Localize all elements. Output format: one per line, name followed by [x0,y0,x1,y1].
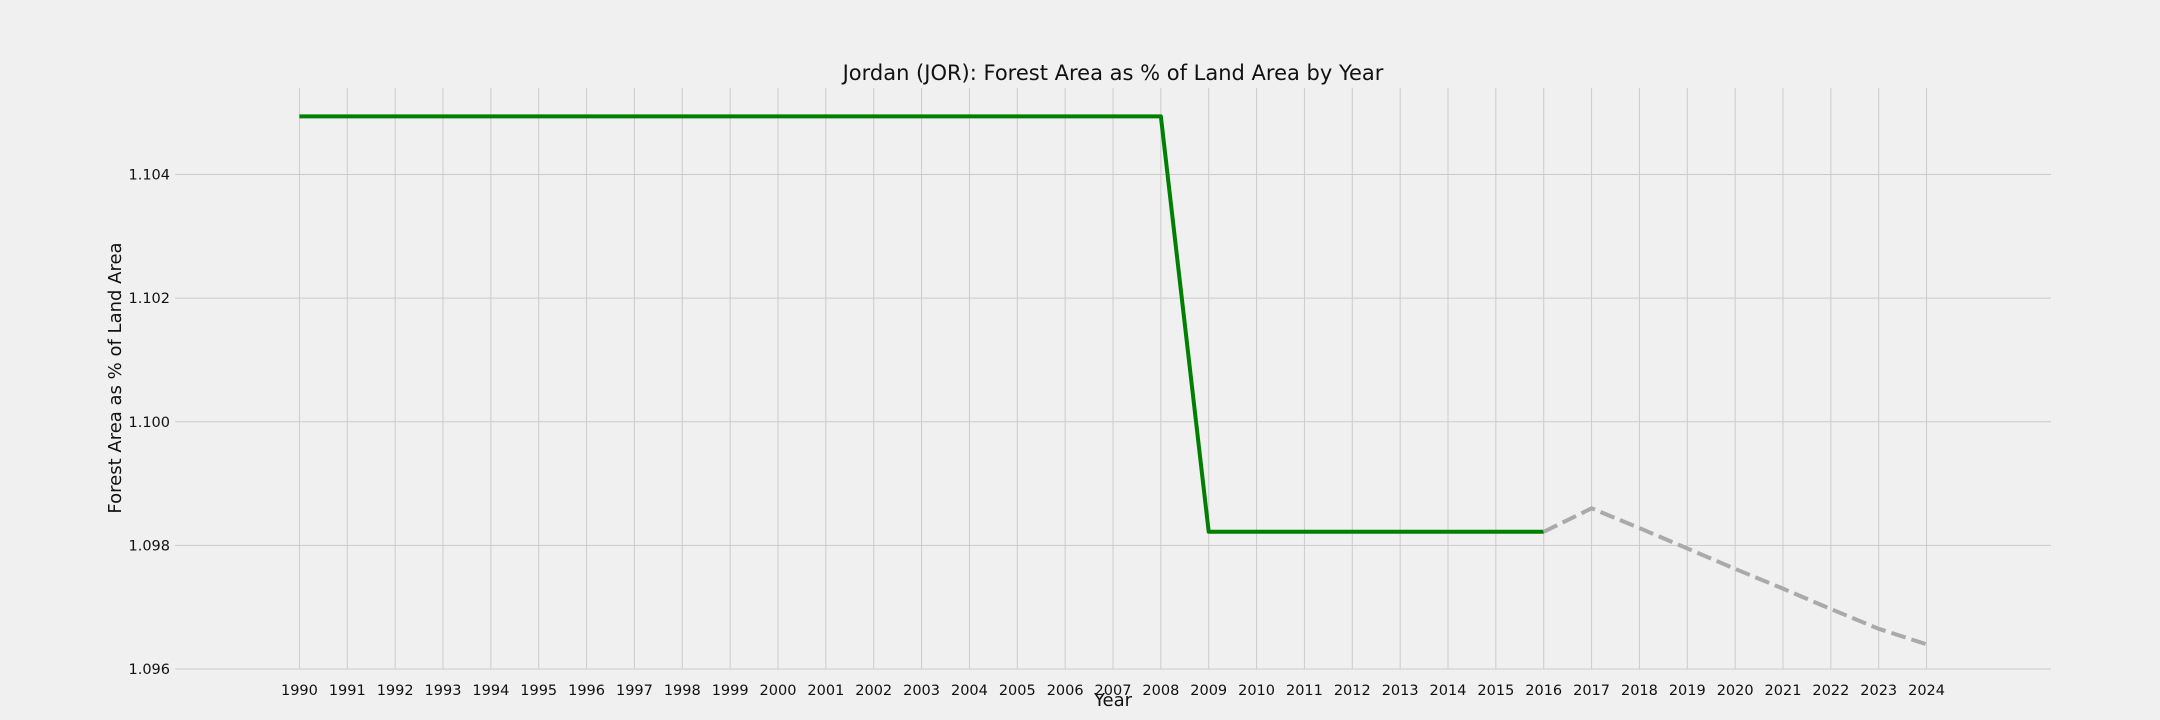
x-tick-label: 2022 [1812,683,1849,699]
x-tick-label: 1995 [520,683,557,699]
x-tick-label: 2018 [1621,683,1658,699]
y-tick-label: 1.102 [128,291,170,307]
chart-title: Jordan (JOR): Forest Area as % of Land A… [841,61,1384,85]
y-tick-label: 1.104 [128,168,170,184]
x-tick-label: 2015 [1477,683,1514,699]
x-tick-label: 2010 [1238,683,1275,699]
x-axis-label: Year [1093,690,1133,711]
x-tick-label: 1996 [568,683,605,699]
x-tick-label: 2003 [903,683,940,699]
x-tick-label: 2023 [1860,683,1897,699]
x-tick-label: 1994 [472,683,509,699]
x-tick-label: 2016 [1525,683,1562,699]
x-tick-label: 1992 [377,683,414,699]
x-tick-label: 2019 [1669,683,1706,699]
x-tick-label: 2005 [999,683,1036,699]
x-tick-label: 2017 [1573,683,1610,699]
x-tick-label: 2024 [1908,683,1945,699]
forest-area-series-line [299,114,1544,534]
x-tick-label: 2014 [1430,683,1467,699]
y-tick-label: 1.100 [128,415,170,431]
x-tick-label: 1993 [425,683,462,699]
x-tick-label: 1991 [329,683,366,699]
x-tick-label: 2012 [1334,683,1371,699]
x-tick-label: 2013 [1382,683,1419,699]
series-layer [299,114,1928,647]
x-tick-label: 2006 [1047,683,1084,699]
x-tick-label: 2000 [760,683,797,699]
x-tick-label: 2020 [1717,683,1754,699]
x-tick-label: 2002 [855,683,892,699]
x-tick-label: 2021 [1765,683,1802,699]
x-tick-label: 1998 [664,683,701,699]
x-tick-label: 2001 [807,683,844,699]
grid [175,88,2051,670]
x-tick-label: 2008 [1142,683,1179,699]
y-axis-label: Forest Area as % of Land Area [105,242,126,513]
x-tick-label: 2011 [1286,683,1323,699]
x-tick-label: 1999 [712,683,749,699]
x-tick-label: 1997 [616,683,653,699]
y-tick-label: 1.096 [128,662,170,678]
tick-labels: 1990 1991 1992 1993 1994 1995 1996 1997 1998 1999… [128,168,1945,699]
x-tick-label: 2004 [951,683,988,699]
x-tick-label: 2009 [1190,683,1227,699]
x-tick-label: 2007 [1095,683,1132,699]
y-tick-label: 1.098 [128,538,170,554]
x-tick-label: 1990 [281,683,318,699]
projection-series-line [1542,506,1928,647]
